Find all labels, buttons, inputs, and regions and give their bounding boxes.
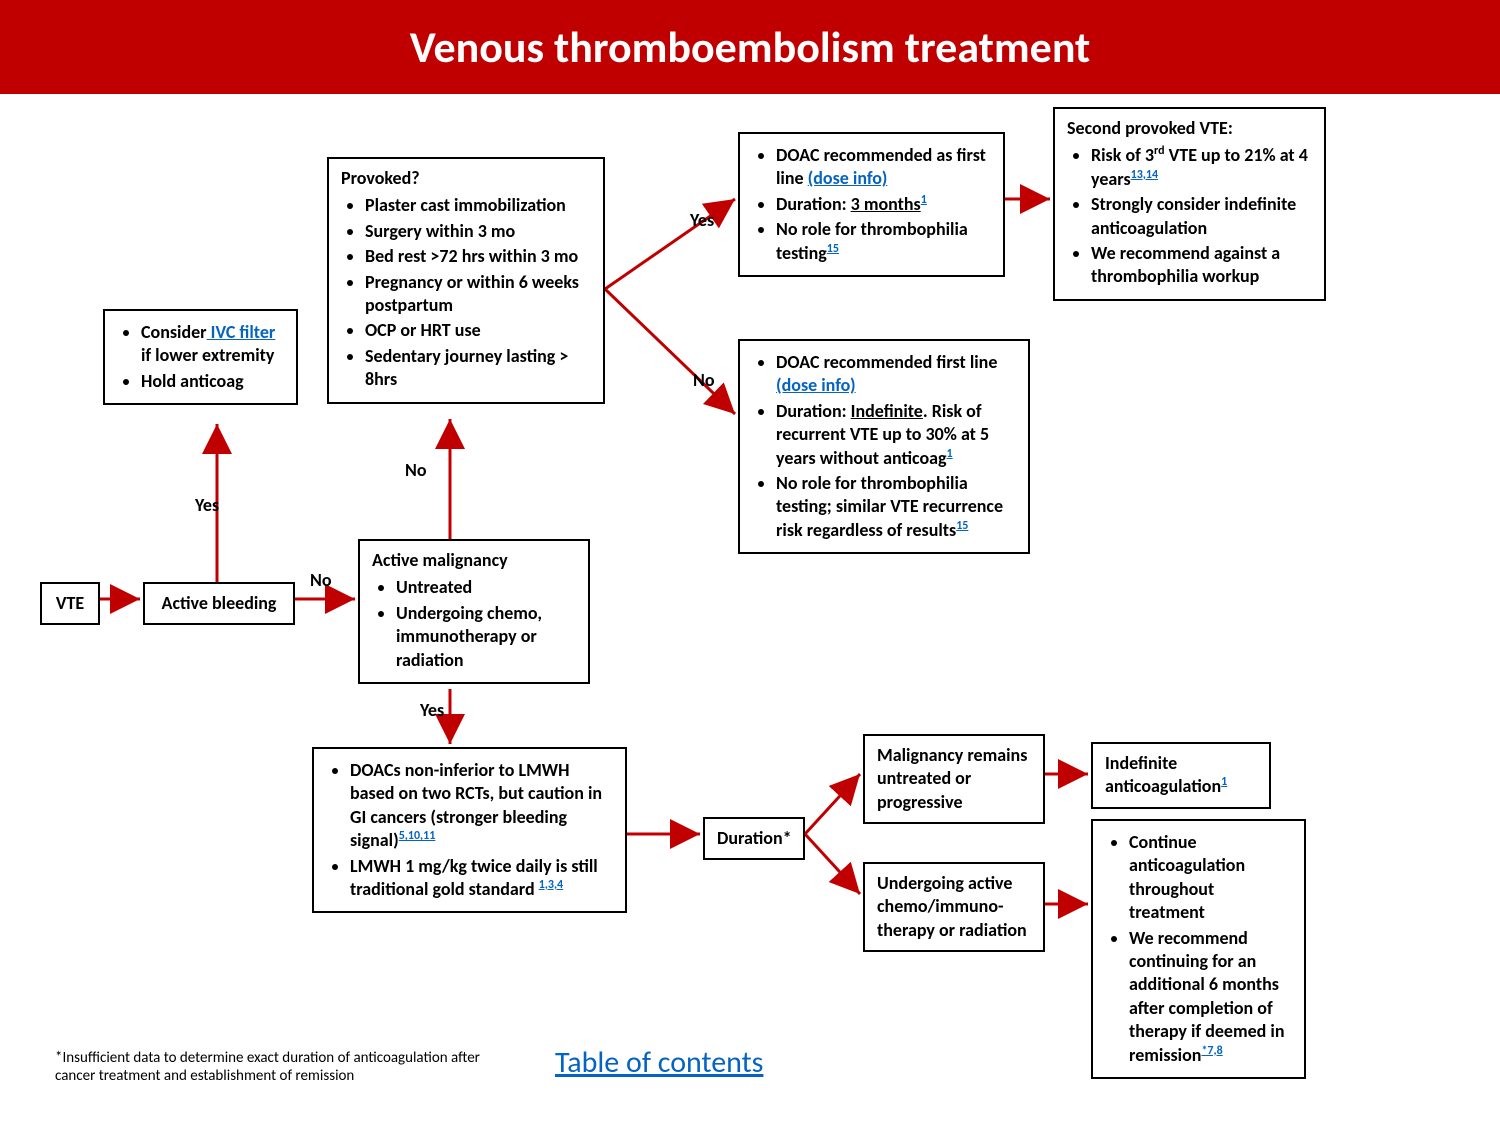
label-yes: Yes: [420, 699, 444, 721]
text: Consider: [141, 321, 207, 343]
text: DOAC recommended first line: [776, 351, 997, 373]
list-item: Plaster cast immobilization: [365, 194, 591, 217]
ref-link[interactable]: 1: [947, 447, 953, 461]
dose-info-link[interactable]: (dose info): [808, 167, 888, 189]
ref-link[interactable]: 13,14: [1131, 168, 1158, 182]
node-malignancy-treatment: DOACs non-inferior to LMWH based on two …: [312, 747, 627, 913]
box-title: Active malignancy: [372, 549, 576, 572]
list-item: Hold anticoag: [141, 370, 284, 393]
duration-value: Indefinite: [851, 400, 923, 422]
label-yes: Yes: [690, 209, 714, 231]
label-no: No: [405, 459, 427, 481]
text: Risk of 3: [1091, 144, 1154, 166]
table-of-contents-link[interactable]: Table of contents: [555, 1044, 763, 1081]
text: No role for thrombophilia testing: [776, 218, 968, 263]
list-item: OCP or HRT use: [365, 319, 591, 342]
ref-link[interactable]: 15: [827, 242, 839, 256]
node-continue-anticoag: Continue anticoagulation throughout trea…: [1091, 819, 1306, 1079]
ref-link[interactable]: *7,8: [1201, 1044, 1222, 1058]
box-title: Second provoked VTE:: [1067, 117, 1312, 140]
node-second-provoked-vte: Second provoked VTE: Risk of 3rd VTE up …: [1053, 107, 1326, 301]
label-yes: Yes: [195, 494, 219, 516]
dose-info-link[interactable]: (dose info): [776, 374, 856, 396]
list-item: We recommend against a thrombophilia wor…: [1091, 242, 1312, 289]
list-item: Undergoing chemo, immunotherapy or radia…: [396, 602, 576, 672]
node-undergoing-active-chemo: Undergoing active chemo/immuno-therapy o…: [863, 862, 1045, 952]
node-vte: VTE: [40, 582, 100, 625]
box-title: Provoked?: [341, 167, 591, 190]
page-title: Venous thromboembolism treatment: [0, 0, 1500, 94]
ref-link[interactable]: 1: [1221, 775, 1227, 789]
node-malignancy-untreated: Malignancy remains untreated or progress…: [863, 734, 1045, 824]
footnote: *Insufficient data to determine exact du…: [55, 1049, 515, 1085]
ref-link[interactable]: 1,3,4: [539, 878, 563, 892]
node-active-bleeding: Active bleeding: [143, 582, 295, 625]
text: Indefinite anticoagulation: [1105, 752, 1221, 797]
flowchart-canvas: VTE Active bleeding Consider IVC filter …: [0, 94, 1500, 1114]
text: if lower extremity: [141, 344, 274, 366]
ordinal-sup: rd: [1154, 144, 1165, 158]
duration-value: 3 months: [851, 193, 921, 215]
node-provoked-no-recommendation: DOAC recommended first line (dose info) …: [738, 339, 1030, 554]
ivc-filter-link[interactable]: IVC filter: [207, 321, 276, 343]
node-duration: Duration*: [703, 817, 805, 860]
node-indefinite-anticoag: Indefinite anticoagulation1: [1091, 742, 1271, 809]
list-item: Untreated: [396, 576, 576, 599]
list-item: Continue anticoagulation throughout trea…: [1129, 831, 1292, 925]
text: DOACs non-inferior to LMWH based on two …: [350, 759, 602, 851]
node-active-malignancy: Active malignancy Untreated Undergoing c…: [358, 539, 590, 684]
list-item: Bed rest >72 hrs within 3 mo: [365, 245, 591, 268]
node-provoked: Provoked? Plaster cast immobilization Su…: [327, 157, 605, 404]
ref-link[interactable]: 15: [956, 519, 968, 533]
text: No role for thrombophilia testing; simil…: [776, 472, 1003, 541]
node-provoked-yes-recommendation: DOAC recommended as first line (dose inf…: [738, 132, 1005, 277]
list-item: Strongly consider indefinite anticoagula…: [1091, 193, 1312, 240]
label-no: No: [310, 569, 332, 591]
ref-link[interactable]: 1: [921, 193, 927, 207]
ref-link[interactable]: 5,10,11: [399, 829, 436, 843]
list-item: Sedentary journey lasting > 8hrs: [365, 345, 591, 392]
text: Duration:: [776, 193, 851, 215]
text: Duration:: [776, 400, 851, 422]
label-no: No: [693, 369, 715, 391]
list-item: Pregnancy or within 6 weeks postpartum: [365, 271, 591, 318]
list-item: Surgery within 3 mo: [365, 220, 591, 243]
node-ivc-filter: Consider IVC filter if lower extremity H…: [103, 309, 298, 405]
